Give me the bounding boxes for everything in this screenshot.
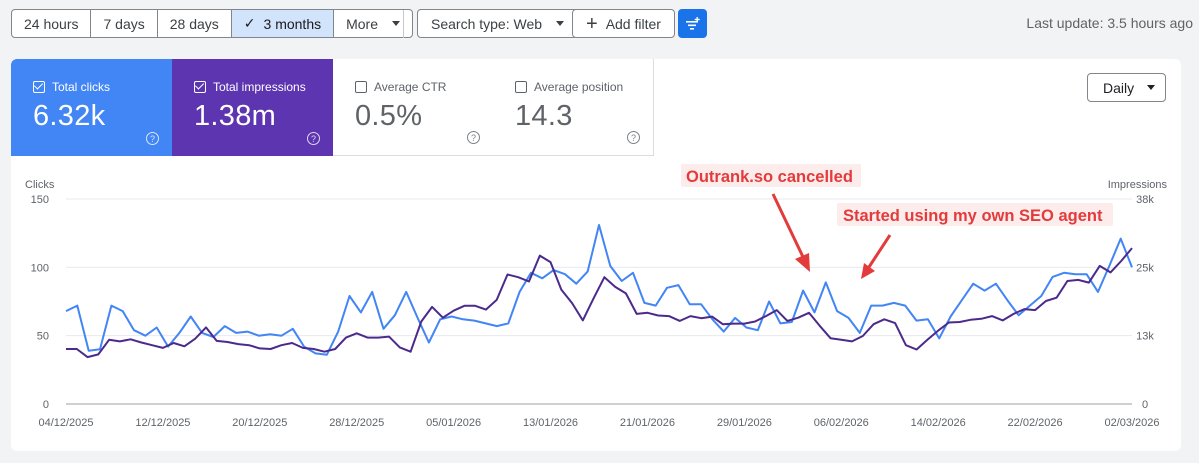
search-type-label: Search type: Web [431,15,543,32]
toolbar-divider [403,10,404,38]
y-left-axis-title: Clicks [25,179,55,191]
y-right-tick-label: 13k [1136,331,1154,343]
arrowhead-icon [795,253,810,272]
range-label: 7 days [103,15,145,32]
add-filter-button[interactable]: + Add filter [572,9,675,38]
annotation-label: Started using my own SEO agent [843,207,1103,225]
x-tick-label: 21/01/2026 [620,417,675,429]
y-left-tick-label: 50 [37,331,49,343]
range-more-dropdown[interactable]: More [334,10,412,37]
granularity-dropdown[interactable]: Daily [1087,73,1166,102]
x-tick-label: 05/01/2026 [426,417,481,429]
range-3-months-button[interactable]: ✓ 3 months [231,10,335,37]
y-right-tick-label: 0 [1142,399,1148,411]
arrowhead-icon [861,263,875,279]
range-label: 24 hours [24,15,79,32]
y-right-tick-label: 38k [1136,194,1154,206]
help-icon[interactable]: ? [467,131,480,144]
metric-value: 14.3 [515,100,573,132]
last-update-text: Last update: 3.5 hours ago [1026,15,1193,31]
arrow-icon [771,193,806,260]
annotation-background [681,164,861,187]
x-tick-label: 13/01/2026 [523,417,578,429]
metric-value: 1.38m [194,100,277,132]
chevron-down-icon [556,21,565,26]
metric-average-ctr[interactable]: Average CTR 0.5% ? [333,59,494,156]
date-range-selector: 24 hours 7 days 28 days ✓ 3 months More [11,9,414,38]
checkbox-unchecked-icon[interactable] [515,81,527,93]
y-right-tick-label: 25k [1136,262,1154,274]
x-tick-label: 20/12/2025 [232,417,287,429]
checkbox-unchecked-icon[interactable] [355,81,367,93]
metric-total-clicks[interactable]: Total clicks 6.32k ? [11,59,172,156]
metric-total-impressions[interactable]: Total impressions 1.38m ? [172,59,333,156]
x-tick-label: 14/02/2026 [911,417,966,429]
filter-settings-button[interactable] [678,9,707,38]
x-tick-label: 04/12/2025 [38,417,93,429]
y-right-axis-title: Impressions [1108,179,1168,191]
x-tick-label: 28/12/2025 [329,417,384,429]
impressions-series-line [66,247,1133,359]
performance-chart: 0 0 50 13k 100 25k 150 38k Clicks Impressions 04/1… [25,164,1168,429]
metric-value: 6.32k [33,100,106,132]
metric-label: Total clicks [52,80,111,94]
metric-value: 0.5% [355,100,423,132]
metric-label: Average position [534,80,624,94]
range-24-hours-button[interactable]: 24 hours [12,10,92,37]
metric-average-position[interactable]: Average position 14.3 ? [493,59,654,156]
granularity-label: Daily [1103,79,1135,96]
annotation-background [837,203,1113,226]
y-left-tick-label: 150 [31,194,49,206]
x-tick-label: 29/01/2026 [717,417,772,429]
checkbox-checked-icon[interactable] [194,81,206,93]
y-left-tick-label: 0 [43,399,49,411]
chevron-down-icon [392,21,401,26]
metric-label: Average CTR [374,80,447,94]
x-tick-label: 22/02/2026 [1008,417,1063,429]
x-tick-label: 06/02/2026 [814,417,869,429]
checkmark-icon: ✓ [243,15,256,31]
chevron-down-icon [1147,85,1156,90]
x-tick-label: 02/03/2026 [1104,417,1159,429]
help-icon[interactable]: ? [627,131,640,144]
checkbox-checked-icon[interactable] [33,81,45,93]
performance-card: Total clicks 6.32k ? Total impressions 1… [11,59,1181,451]
y-left-tick-label: 100 [31,262,49,274]
range-label: 28 days [169,15,219,32]
search-type-dropdown[interactable]: Search type: Web [417,9,579,38]
metric-label: Total impressions [213,80,306,94]
clicks-series-line [65,224,1133,356]
x-tick-label: 12/12/2025 [135,417,190,429]
range-label: More [346,15,379,32]
help-icon[interactable]: ? [146,132,159,145]
range-label: 3 months [263,15,322,32]
arrow-icon [867,234,892,268]
range-7-days-button[interactable]: 7 days [91,10,158,37]
filter-settings-icon [685,16,700,30]
add-filter-label: Add filter [605,15,661,32]
help-icon[interactable]: ? [307,132,320,145]
plus-icon: + [586,12,598,35]
range-28-days-button[interactable]: 28 days [158,10,232,37]
annotation-label: Outrank.so cancelled [686,168,853,186]
toolbar: 24 hours 7 days 28 days ✓ 3 months More S… [0,0,1199,48]
